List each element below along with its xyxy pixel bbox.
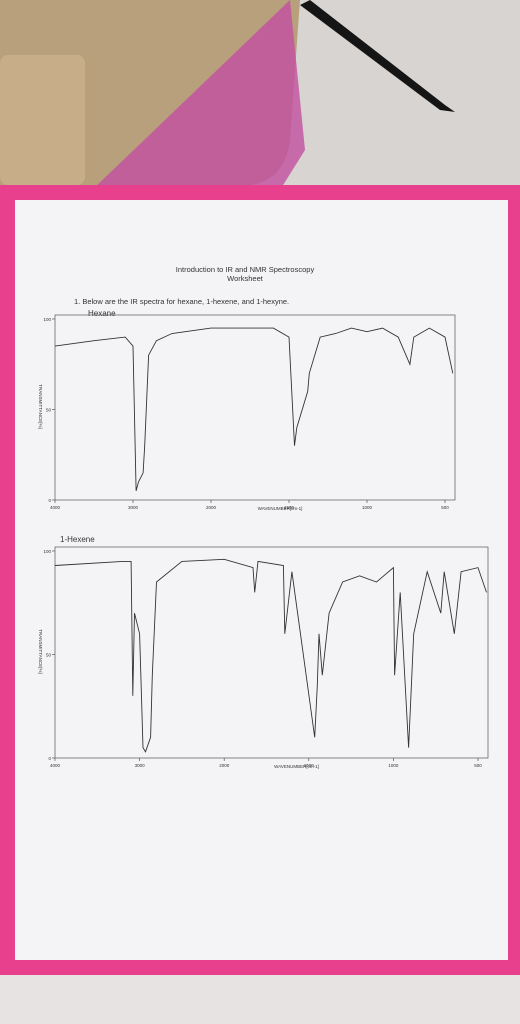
chart-title: 1-Hexene [60,535,95,544]
y-axis-label: TRANSMITTANCE[%] [38,629,43,673]
x-tick-label: 2000 [206,505,217,510]
x-tick-label: 3000 [128,505,139,510]
x-tick-label: 2000 [219,763,230,768]
y-tick-label: 0 [48,756,51,761]
plot-frame [54,546,489,759]
x-axis-label: WAVENUMBER[cm-1] [274,764,319,769]
y-tick-label: 50 [46,653,52,658]
x-tick-label: 500 [474,763,482,768]
y-tick-label: 50 [46,408,52,413]
blanket [0,975,520,1024]
y-axis-label: TRANSMITTANCE[%] [38,384,43,428]
chart-title: Hexane [88,309,116,318]
question: 1. Below are the IR spectra for hexane, … [74,297,289,306]
subtitle: Worksheet [227,274,264,283]
x-tick-label: 4000 [50,763,61,768]
title: Introduction to IR and NMR Spectroscopy [176,265,315,274]
trackpad [0,55,85,185]
x-tick-label: 1000 [388,763,399,768]
y-tick-label: 0 [48,498,51,503]
y-tick-label: 100 [43,317,51,322]
x-tick-label: 3000 [135,763,146,768]
spectrum-line [54,327,454,492]
laptop-case [90,0,305,192]
x-tick-label: 1500 [284,505,295,510]
plot-frame [54,314,456,501]
x-tick-label: 1500 [304,763,315,768]
x-tick-label: 1000 [362,505,373,510]
x-tick-label: 500 [441,505,449,510]
x-axis-label: WAVENUMBER[cm-1] [258,506,303,511]
pen [300,0,455,112]
x-tick-label: 4000 [50,505,61,510]
document: Introduction to IR and NMR Spectroscopy … [74,265,314,306]
spectrum-line [54,558,487,753]
y-tick-label: 100 [43,549,51,554]
